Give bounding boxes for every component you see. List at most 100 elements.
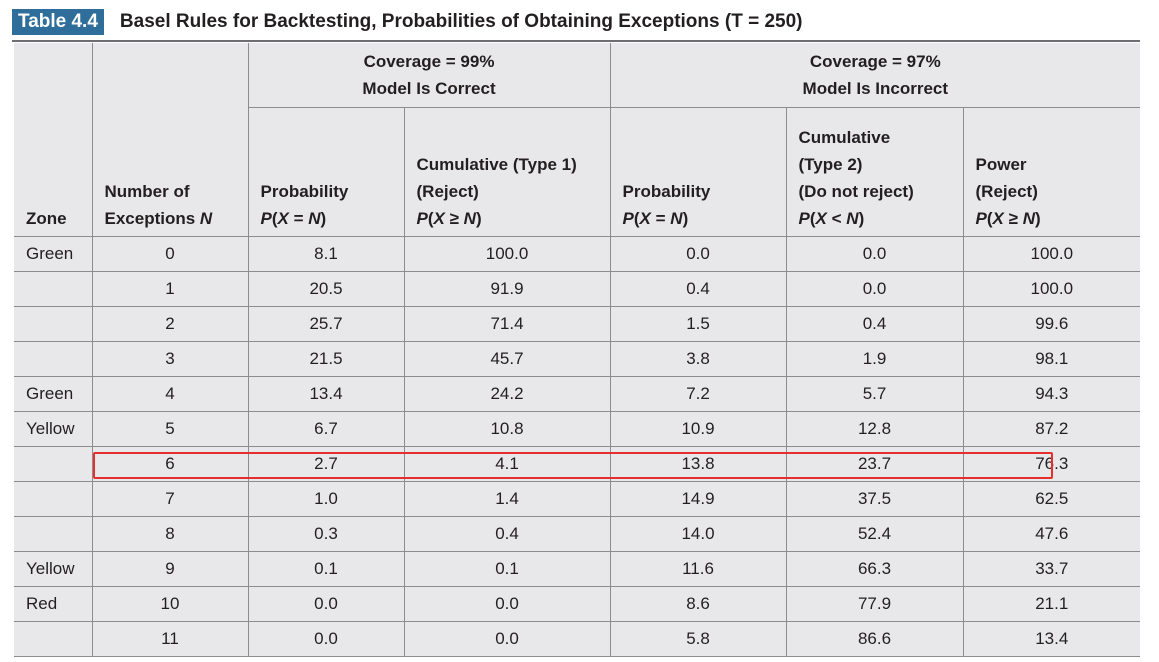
cell-c99: 91.9 xyxy=(404,271,611,307)
cell-n: 9 xyxy=(92,551,249,587)
cell-c99: 1.4 xyxy=(404,481,611,517)
formula-p-eq-2: P(X = N) xyxy=(622,209,689,228)
cell-power: 33.7 xyxy=(963,551,1141,587)
header-exceptions-line2: Exceptions N xyxy=(104,209,213,228)
cell-c99: 0.0 xyxy=(404,621,611,657)
table-row: 8 0.3 0.4 14.0 52.4 47.6 xyxy=(14,516,1141,552)
cell-zone: Yellow xyxy=(14,411,93,447)
cell-p99: 6.7 xyxy=(248,411,405,447)
cell-power: 99.6 xyxy=(963,306,1141,342)
cell-n: 1 xyxy=(92,271,249,307)
cell-p99: 1.0 xyxy=(248,481,405,517)
cell-p99: 25.7 xyxy=(248,306,405,342)
cell-p97: 0.4 xyxy=(610,271,787,307)
cell-power: 100.0 xyxy=(963,271,1141,307)
cell-c99: 0.0 xyxy=(404,586,611,622)
formula-p-ge: P(X ≥ N) xyxy=(416,209,482,228)
table-row: Yellow 9 0.1 0.1 11.6 66.3 33.7 xyxy=(14,551,1141,587)
cell-c97: 5.7 xyxy=(786,376,964,412)
cell-n: 7 xyxy=(92,481,249,517)
cell-p97: 11.6 xyxy=(610,551,787,587)
header-cumulative-type2: Cumulative (Type 2) (Do not reject) P(X … xyxy=(786,107,964,237)
cell-p97: 5.8 xyxy=(610,621,787,657)
cell-c97: 0.0 xyxy=(786,236,964,272)
cell-zone xyxy=(14,481,93,517)
cell-power: 62.5 xyxy=(963,481,1141,517)
header-coverage-97: Coverage = 97% Model Is Incorrect xyxy=(610,43,1141,108)
table-row: 2 25.7 71.4 1.5 0.4 99.6 xyxy=(14,306,1141,342)
cell-n: 6 xyxy=(92,446,249,482)
cell-zone xyxy=(14,306,93,342)
cell-p99: 0.1 xyxy=(248,551,405,587)
table-row: Green 4 13.4 24.2 7.2 5.7 94.3 xyxy=(14,376,1141,412)
cell-p97: 13.8 xyxy=(610,446,787,482)
cell-p99: 0.0 xyxy=(248,621,405,657)
formula-p-ge-2: P(X ≥ N) xyxy=(975,209,1041,228)
cell-n: 2 xyxy=(92,306,249,342)
cell-p97: 10.9 xyxy=(610,411,787,447)
header-cumulative-type1: Cumulative (Type 1) (Reject) P(X ≥ N) xyxy=(404,107,611,237)
cell-c97: 77.9 xyxy=(786,586,964,622)
cell-zone: Yellow xyxy=(14,551,93,587)
cell-power: 13.4 xyxy=(963,621,1141,657)
cell-n: 3 xyxy=(92,341,249,377)
cell-power: 76.3 xyxy=(963,446,1141,482)
cell-p99: 0.0 xyxy=(248,586,405,622)
title-bar: Table 4.4 Basel Rules for Backtesting, P… xyxy=(12,6,1140,42)
cell-p99: 21.5 xyxy=(248,341,405,377)
cell-c97: 12.8 xyxy=(786,411,964,447)
table-row: Green 0 8.1 100.0 0.0 0.0 100.0 xyxy=(14,236,1141,272)
cell-p97: 1.5 xyxy=(610,306,787,342)
cell-n: 0 xyxy=(92,236,249,272)
cell-c97: 66.3 xyxy=(786,551,964,587)
cell-zone: Red xyxy=(14,586,93,622)
cell-p97: 8.6 xyxy=(610,586,787,622)
formula-p-eq: P(X = N) xyxy=(260,209,327,228)
cell-zone xyxy=(14,341,93,377)
cell-c97: 0.4 xyxy=(786,306,964,342)
cell-c97: 0.0 xyxy=(786,271,964,307)
table-row: 3 21.5 45.7 3.8 1.9 98.1 xyxy=(14,341,1141,377)
table-row: 7 1.0 1.4 14.9 37.5 62.5 xyxy=(14,481,1141,517)
cell-zone xyxy=(14,446,93,482)
cell-zone xyxy=(14,516,93,552)
cell-p97: 14.9 xyxy=(610,481,787,517)
cell-p99: 2.7 xyxy=(248,446,405,482)
cell-power: 98.1 xyxy=(963,341,1141,377)
cell-zone: Green xyxy=(14,236,93,272)
cell-c99: 71.4 xyxy=(404,306,611,342)
cell-n: 4 xyxy=(92,376,249,412)
table-row: Red 10 0.0 0.0 8.6 77.9 21.1 xyxy=(14,586,1141,622)
cell-power: 87.2 xyxy=(963,411,1141,447)
cell-p99: 8.1 xyxy=(248,236,405,272)
header-probability-99: Probability P(X = N) xyxy=(248,107,405,237)
backtesting-table: Zone Number of Exceptions N Coverage = 9… xyxy=(14,43,1141,657)
table-number-label: Table 4.4 xyxy=(12,9,104,35)
cell-c97: 86.6 xyxy=(786,621,964,657)
cell-p97: 7.2 xyxy=(610,376,787,412)
cell-p97: 0.0 xyxy=(610,236,787,272)
cell-c99: 45.7 xyxy=(404,341,611,377)
cell-c97: 1.9 xyxy=(786,341,964,377)
table-row: 6 2.7 4.1 13.8 23.7 76.3 xyxy=(14,446,1141,482)
cell-c99: 24.2 xyxy=(404,376,611,412)
header-probability-97: Probability P(X = N) xyxy=(610,107,787,237)
cell-c99: 4.1 xyxy=(404,446,611,482)
formula-p-lt: P(X < N) xyxy=(798,209,865,228)
cell-c97: 52.4 xyxy=(786,516,964,552)
table-row: 1 20.5 91.9 0.4 0.0 100.0 xyxy=(14,271,1141,307)
cell-power: 21.1 xyxy=(963,586,1141,622)
cell-c97: 23.7 xyxy=(786,446,964,482)
cell-p97: 14.0 xyxy=(610,516,787,552)
header-zone: Zone xyxy=(14,43,93,237)
cell-n: 10 xyxy=(92,586,249,622)
cell-zone: Green xyxy=(14,376,93,412)
cell-c99: 10.8 xyxy=(404,411,611,447)
cell-n: 11 xyxy=(92,621,249,657)
header-power: Power (Reject) P(X ≥ N) xyxy=(963,107,1141,237)
cell-n: 5 xyxy=(92,411,249,447)
cell-c99: 100.0 xyxy=(404,236,611,272)
table-body: Green 0 8.1 100.0 0.0 0.0 100.0 1 20.5 91.9 0.4 0.0… xyxy=(14,236,1141,657)
cell-c97: 37.5 xyxy=(786,481,964,517)
table-container: Zone Number of Exceptions N Coverage = 9… xyxy=(14,43,1141,657)
